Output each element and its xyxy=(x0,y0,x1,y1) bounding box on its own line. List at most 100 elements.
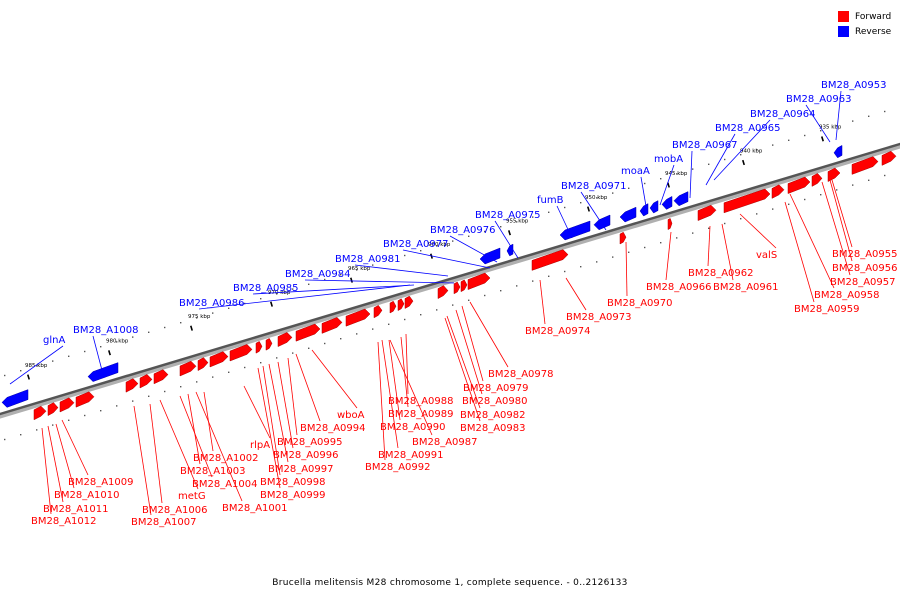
reverse-gene-36 xyxy=(1,389,29,408)
forward-label-20: BM28_A0987 xyxy=(389,339,478,448)
svg-text:BM28_A0963: BM28_A0963 xyxy=(786,94,852,105)
forward-label-18: BM28_A0989 xyxy=(388,336,454,420)
svg-text:965 kbp: 965 kbp xyxy=(348,266,371,272)
forward-gene-6 xyxy=(153,369,169,385)
forward-label-29: BM28_A0999 xyxy=(257,367,326,501)
backbone-track xyxy=(0,110,900,441)
forward-gene-15 xyxy=(321,317,343,334)
forward-label-19: BM28_A0990 xyxy=(380,339,446,433)
map-caption: Brucella melitensis M28 chromosome 1, co… xyxy=(272,578,628,588)
forward-gene-21 xyxy=(437,285,449,300)
svg-text:940 kbp: 940 kbp xyxy=(740,148,763,154)
svg-text:BM28_A0974: BM28_A0974 xyxy=(525,326,591,337)
forward-label-6: BM28_A0961 xyxy=(713,223,779,293)
reverse-label-3: BM28_A0965 xyxy=(705,123,781,186)
svg-text:BM28_A0959: BM28_A0959 xyxy=(794,304,860,315)
svg-text:mobA: mobA xyxy=(654,154,683,165)
forward-label-38: BM28_A1009 xyxy=(61,419,134,488)
forward-gene-2 xyxy=(59,397,75,413)
svg-text:BM28_A0994: BM28_A0994 xyxy=(300,423,366,434)
forward-label-40: BM28_A1011 xyxy=(43,425,109,515)
svg-text:BM28_A0958: BM28_A0958 xyxy=(814,290,880,301)
forward-label-9: BM28_A0970 xyxy=(607,241,673,309)
svg-text:BM28_A1010: BM28_A1010 xyxy=(54,490,120,501)
svg-text:BM28_A0966: BM28_A0966 xyxy=(646,282,712,293)
svg-text:BM28_A0998: BM28_A0998 xyxy=(260,477,326,488)
forward-gene-4 xyxy=(125,378,139,393)
svg-text:985 kbp: 985 kbp xyxy=(25,363,48,369)
forward-label-21: BM28_A0991 xyxy=(378,339,444,461)
reverse-label-4: BM28_A0967 xyxy=(672,140,738,199)
reverse-gene-40 xyxy=(559,220,591,241)
svg-text:945 kbp: 945 kbp xyxy=(665,171,688,177)
forward-gene-13 xyxy=(277,332,293,347)
axis-tick-3: 950 kbp xyxy=(585,195,608,212)
gene-features xyxy=(1,144,897,421)
forward-gene-16 xyxy=(345,308,371,327)
svg-text:BM28_A0990: BM28_A0990 xyxy=(380,422,446,433)
forward-gene-11 xyxy=(255,341,263,354)
svg-text:BM28_A0982: BM28_A0982 xyxy=(460,410,526,421)
forward-label-25: BM28_A0995 xyxy=(277,357,343,448)
forward-label-8: BM28_A0966 xyxy=(646,231,712,293)
svg-text:BM28_A1001: BM28_A1001 xyxy=(222,503,288,514)
forward-gene-25 xyxy=(531,249,569,271)
reverse-gene-45 xyxy=(661,195,673,210)
svg-text:BM28_A0992: BM28_A0992 xyxy=(365,462,431,473)
svg-text:BM28_A0984: BM28_A0984 xyxy=(285,269,351,280)
forward-label-14: BM28_A0980 xyxy=(455,309,528,407)
reverse-label-9: BM28_A0975 xyxy=(475,210,541,259)
reverse-swatch xyxy=(838,26,849,37)
forward-gene-18 xyxy=(389,300,397,314)
svg-text:wboA: wboA xyxy=(337,410,365,421)
gene-labels: BM28_A0953 BM28_A0963 BM28_A0964 BM28_A0965… xyxy=(9,80,898,528)
svg-text:BM28_A0986: BM28_A0986 xyxy=(179,298,245,309)
forward-gene-33 xyxy=(827,167,841,183)
forward-label-22: BM28_A0992 xyxy=(365,341,431,473)
legend-reverse-label: Reverse xyxy=(855,26,892,37)
axis-tick-9: 980 kbp xyxy=(106,339,129,356)
backbone-line xyxy=(0,142,900,416)
forward-gene-7 xyxy=(179,360,197,377)
axis-tick-8: 975 kbp xyxy=(188,314,211,331)
svg-text:BM28_A0991: BM28_A0991 xyxy=(378,450,444,461)
axis-tick-6: 965 kbp xyxy=(348,266,371,283)
forward-label-35: BM28_A1001 xyxy=(195,391,288,514)
reverse-label-0: BM28_A0953 xyxy=(821,80,887,141)
svg-text:BM28_A0971: BM28_A0971 xyxy=(561,181,627,192)
forward-swatch xyxy=(838,11,849,22)
svg-text:metG: metG xyxy=(178,491,206,502)
svg-text:BM28_A0980: BM28_A0980 xyxy=(462,396,528,407)
forward-gene-1 xyxy=(47,402,59,417)
reverse-gene-41 xyxy=(593,214,611,231)
svg-text:BM28_A0999: BM28_A0999 xyxy=(260,490,326,501)
svg-text:BM28_A0997: BM28_A0997 xyxy=(268,464,334,475)
forward-label-24: BM28_A0994 xyxy=(295,353,366,434)
svg-text:BM28_A0987: BM28_A0987 xyxy=(412,437,478,448)
svg-text:BM28_A0973: BM28_A0973 xyxy=(566,312,632,323)
forward-gene-9 xyxy=(209,351,229,368)
forward-gene-29 xyxy=(723,188,771,214)
forward-label-34: metG xyxy=(159,399,206,502)
svg-text:980 kbp: 980 kbp xyxy=(106,339,129,345)
forward-label-11: BM28_A0974 xyxy=(525,279,591,337)
forward-gene-14 xyxy=(295,323,321,342)
reverse-label-11: BM28_A0977 xyxy=(383,239,491,269)
forward-gene-0 xyxy=(33,405,47,421)
forward-label-15: BM28_A0982 xyxy=(446,315,526,421)
forward-gene-34 xyxy=(851,156,879,175)
forward-gene-8 xyxy=(197,357,209,372)
svg-text:BM28_A1009: BM28_A1009 xyxy=(68,477,134,488)
svg-text:975 kbp: 975 kbp xyxy=(188,314,211,320)
reverse-label-12: BM28_A0981 xyxy=(335,254,449,277)
svg-text:BM28_A0983: BM28_A0983 xyxy=(460,423,526,434)
forward-gene-26 xyxy=(619,231,627,245)
axis-ticks: 935 kbp 940 kbp 945 kbp 950 kbp 955 kbp 960 k… xyxy=(25,125,842,380)
forward-label-10: BM28_A0973 xyxy=(565,277,632,323)
svg-text:BM28_A1002: BM28_A1002 xyxy=(193,453,259,464)
svg-text:970 kbp: 970 kbp xyxy=(268,290,291,296)
forward-label-26: BM28_A0996 xyxy=(273,361,339,461)
svg-text:BM28_A1012: BM28_A1012 xyxy=(31,516,97,527)
reverse-gene-38 xyxy=(479,247,501,265)
forward-gene-3 xyxy=(75,391,95,408)
